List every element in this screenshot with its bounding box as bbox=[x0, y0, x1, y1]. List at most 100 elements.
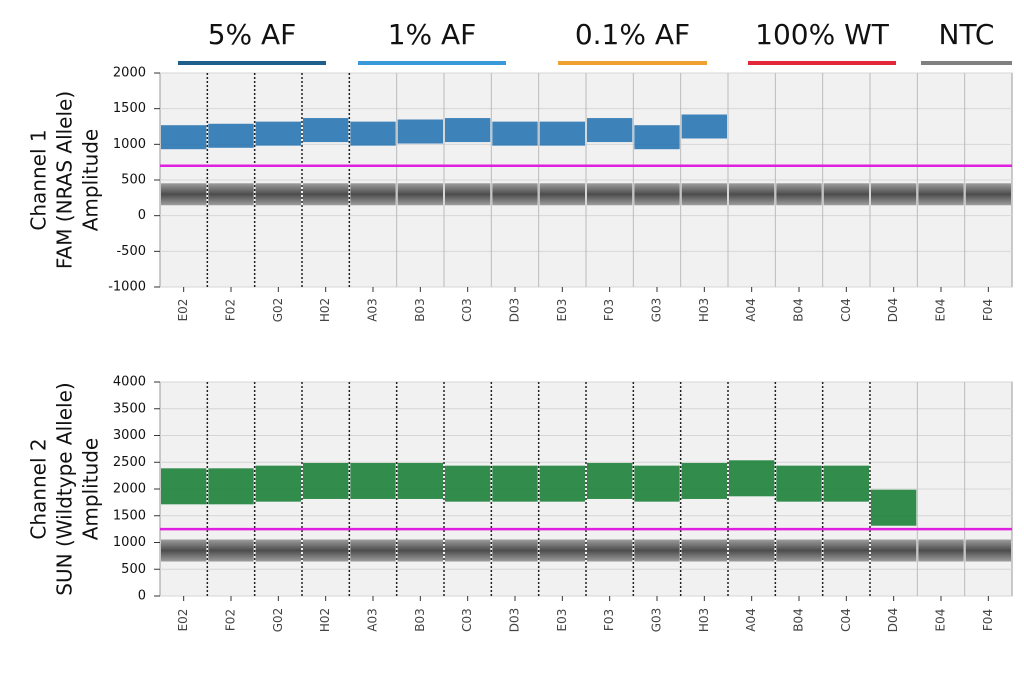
droplet-cluster bbox=[634, 183, 680, 206]
droplet-cluster bbox=[965, 183, 1011, 206]
droplet-cluster bbox=[539, 465, 585, 502]
droplet-cluster bbox=[729, 183, 775, 206]
droplet-cluster bbox=[255, 539, 301, 562]
droplet-cluster bbox=[208, 468, 254, 505]
x-tick-label: A03 bbox=[366, 608, 380, 631]
x-tick-label: F04 bbox=[981, 299, 995, 321]
x-tick-label: E04 bbox=[934, 609, 948, 632]
droplet-cluster bbox=[539, 539, 585, 562]
x-tick-label: G02 bbox=[271, 608, 285, 633]
y-tick-label: 2000 bbox=[113, 482, 146, 497]
droplet-cluster bbox=[350, 539, 396, 562]
x-tick-label: G03 bbox=[650, 298, 664, 323]
x-tick-label: E02 bbox=[176, 299, 190, 322]
droplet-cluster bbox=[681, 114, 727, 139]
x-tick-label: A04 bbox=[744, 608, 758, 631]
droplet-cluster bbox=[397, 539, 443, 562]
y-tick-label: 500 bbox=[121, 562, 146, 577]
y-axis-label: SUN (Wildtype Allele) bbox=[53, 382, 77, 595]
droplet-cluster bbox=[918, 539, 964, 562]
y-tick-label: 1000 bbox=[113, 137, 146, 152]
droplet-cluster bbox=[729, 539, 775, 562]
x-tick-label: F04 bbox=[981, 609, 995, 631]
y-tick-label: 2500 bbox=[113, 455, 146, 470]
droplet-cluster bbox=[634, 539, 680, 562]
droplet-cluster bbox=[303, 118, 349, 143]
y-tick-label: 0 bbox=[138, 208, 146, 223]
droplet-cluster bbox=[161, 539, 207, 562]
y-axis-label: Amplitude bbox=[79, 438, 103, 541]
droplet-cluster bbox=[776, 183, 822, 206]
y-axis-label: Amplitude bbox=[79, 129, 103, 232]
x-tick-label: D03 bbox=[508, 608, 522, 633]
y-axis-label: Channel 2 bbox=[27, 438, 51, 539]
y-tick-label: 3000 bbox=[113, 428, 146, 443]
droplet-cluster bbox=[208, 123, 254, 148]
x-tick-label: D03 bbox=[508, 298, 522, 323]
droplet-cluster bbox=[445, 118, 491, 143]
y-tick-label: 500 bbox=[121, 173, 146, 188]
y-tick-label: 0 bbox=[138, 589, 146, 604]
droplet-cluster bbox=[350, 462, 396, 499]
droplet-cluster bbox=[587, 539, 633, 562]
x-tick-label: A04 bbox=[744, 298, 758, 321]
group-label: 0.1% AF bbox=[575, 18, 690, 51]
droplet-cluster bbox=[965, 539, 1011, 562]
droplet-cluster bbox=[823, 465, 869, 502]
droplet-cluster bbox=[397, 462, 443, 499]
droplet-cluster bbox=[823, 183, 869, 206]
x-tick-label: H03 bbox=[697, 298, 711, 322]
droplet-cluster bbox=[587, 118, 633, 143]
droplet-cluster bbox=[634, 465, 680, 502]
group-label: 5% AF bbox=[208, 18, 297, 51]
droplet-cluster bbox=[492, 465, 538, 502]
droplet-cluster bbox=[492, 121, 538, 146]
y-tick-label: -500 bbox=[116, 244, 146, 259]
x-tick-label: C03 bbox=[460, 608, 474, 632]
x-tick-label: E04 bbox=[934, 299, 948, 322]
x-tick-label: G03 bbox=[650, 608, 664, 633]
droplet-cluster bbox=[255, 183, 301, 206]
droplet-cluster bbox=[776, 539, 822, 562]
x-tick-label: C04 bbox=[839, 298, 853, 322]
y-tick-label: 1000 bbox=[113, 535, 146, 550]
droplet-cluster bbox=[161, 183, 207, 206]
droplet-cluster bbox=[871, 489, 917, 526]
droplet-cluster bbox=[445, 183, 491, 206]
x-tick-label: B03 bbox=[413, 298, 427, 322]
droplet-cluster bbox=[776, 465, 822, 502]
droplet-cluster bbox=[871, 539, 917, 562]
x-tick-label: E03 bbox=[555, 299, 569, 322]
droplet-cluster bbox=[208, 539, 254, 562]
y-tick-label: -1000 bbox=[108, 280, 146, 295]
droplet-cluster bbox=[445, 539, 491, 562]
y-tick-label: 3500 bbox=[113, 401, 146, 416]
droplet-cluster bbox=[255, 121, 301, 146]
droplet-cluster bbox=[397, 119, 443, 144]
x-tick-label: C04 bbox=[839, 608, 853, 632]
droplet-cluster bbox=[350, 183, 396, 206]
droplet-cluster bbox=[871, 183, 917, 206]
droplet-cluster bbox=[918, 183, 964, 206]
droplet-cluster bbox=[350, 121, 396, 146]
droplet-cluster bbox=[681, 183, 727, 206]
droplet-cluster bbox=[303, 539, 349, 562]
x-tick-label: B03 bbox=[413, 608, 427, 632]
x-tick-label: D04 bbox=[886, 298, 900, 323]
droplet-cluster bbox=[729, 460, 775, 497]
y-tick-label: 2000 bbox=[113, 66, 146, 81]
droplet-cluster bbox=[681, 539, 727, 562]
group-label: 1% AF bbox=[388, 18, 477, 51]
droplet-cluster bbox=[255, 465, 301, 502]
droplet-cluster bbox=[303, 183, 349, 206]
x-tick-label: B04 bbox=[792, 608, 806, 632]
droplet-cluster bbox=[303, 462, 349, 499]
x-tick-label: B04 bbox=[792, 298, 806, 322]
x-tick-label: G02 bbox=[271, 298, 285, 323]
x-tick-label: F03 bbox=[602, 299, 616, 321]
droplet-cluster bbox=[161, 468, 207, 505]
x-tick-label: H02 bbox=[318, 298, 332, 322]
group-label: 100% WT bbox=[755, 18, 890, 51]
droplet-cluster bbox=[445, 465, 491, 502]
